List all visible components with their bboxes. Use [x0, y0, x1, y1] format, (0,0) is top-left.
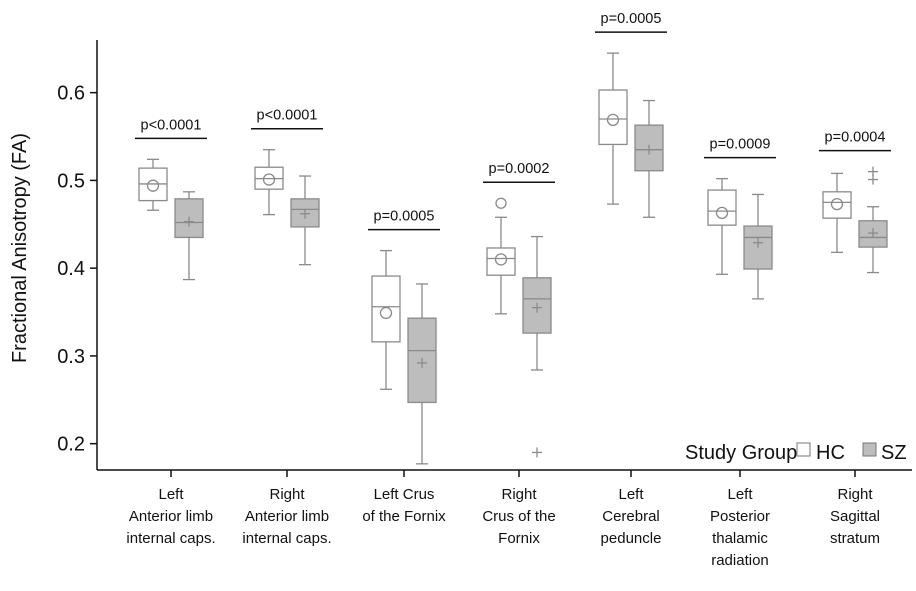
box-hc [254, 149, 284, 216]
mean-marker-circle [379, 306, 393, 320]
mean-marker-circle [262, 173, 276, 186]
legend-label-sz: SZ [881, 442, 907, 464]
box-sz [743, 193, 773, 300]
category-label-line: radiation [711, 552, 769, 569]
box-sz [634, 99, 664, 218]
mean-marker-plus [300, 208, 310, 219]
axes: 0.2 0.3 0.4 0.5 0.6 [57, 40, 912, 477]
box-hc [598, 52, 628, 205]
outlier-circle [495, 197, 507, 209]
mean-marker-plus [417, 357, 427, 368]
box-hc [138, 158, 168, 211]
legend-title: Study Group [685, 442, 797, 464]
mean-marker-circle [606, 113, 620, 127]
category-label-line: stratum [830, 530, 880, 547]
box-hc [486, 197, 516, 315]
category-label-line: Right [269, 486, 305, 503]
mean-marker-plus [532, 302, 542, 313]
mean-marker-plus [753, 237, 763, 248]
box-sz [522, 235, 552, 458]
category-label-line: Left [158, 486, 184, 503]
mean-marker-plus [184, 216, 194, 227]
box-hc [707, 178, 737, 275]
mean-marker-circle [494, 253, 508, 266]
category-label-line: Right [501, 486, 537, 503]
legend-swatch-sz [862, 442, 877, 457]
category-label-line: internal caps. [126, 530, 215, 547]
mean-marker-circle [146, 179, 160, 192]
p-value-annotations: p<0.0001 p<0.0001 p=0.0005 p=0.0002 p=0.0005… [135, 11, 891, 231]
p-value-label: p=0.0005 [601, 11, 662, 27]
y-tick-label: 0.4 [57, 258, 85, 280]
y-axis-label: Fractional Anisotropy (FA) [9, 133, 31, 363]
y-tick-label: 0.3 [57, 346, 85, 368]
category-label-line: Cerebral [602, 508, 660, 525]
category-label-line: Crus of the [482, 508, 555, 525]
box-iqr [371, 275, 401, 343]
category-label-line: Left [618, 486, 644, 503]
box-sz [290, 175, 320, 266]
legend: Study Group HC SZ [685, 442, 907, 464]
mean-marker-circle [830, 197, 844, 211]
p-value-label: p=0.0009 [710, 137, 771, 153]
box-iqr [486, 247, 516, 276]
category-label-line: Anterior limb [245, 508, 329, 525]
y-tick-label: 0.6 [57, 83, 85, 105]
mean-marker-plus [644, 144, 654, 155]
category-label-line: Posterior [710, 508, 770, 525]
box-iqr [822, 191, 852, 219]
p-value-label: p=0.0004 [825, 130, 886, 146]
box-iqr [598, 89, 628, 146]
box-sz [174, 191, 204, 281]
outlier-plus [868, 166, 878, 177]
p-value-label: p=0.0005 [374, 209, 435, 225]
p-value-label: p<0.0001 [141, 117, 202, 133]
category-label-line: Fornix [498, 530, 540, 547]
category-label-line: of the Fornix [362, 508, 446, 525]
box-iqr [858, 220, 888, 248]
category-label-line: thalamic [712, 530, 768, 547]
legend-label-hc: HC [816, 442, 845, 464]
box-sz [407, 283, 437, 465]
category-label-line: Sagittal [830, 508, 880, 525]
boxes [138, 52, 888, 465]
mean-marker-circle [715, 206, 729, 220]
x-category-labels: Left Anterior limb internal caps. Right Ante… [126, 486, 880, 569]
p-value-label: p=0.0002 [489, 161, 550, 177]
category-label-line: internal caps. [242, 530, 331, 547]
box-hc [822, 172, 852, 254]
legend-swatch-hc [796, 442, 811, 457]
y-tick-label: 0.2 [57, 434, 85, 456]
mean-marker-plus [868, 228, 878, 239]
box-hc [371, 249, 401, 390]
category-label-line: peduncle [601, 530, 662, 547]
category-label-line: Anterior limb [129, 508, 213, 525]
category-label-line: Right [837, 486, 873, 503]
category-label-line: Left [727, 486, 753, 503]
p-value-label: p<0.0001 [257, 108, 318, 124]
box-sz [858, 166, 888, 274]
category-label-line: Left Crus [374, 486, 435, 503]
outlier-plus [532, 447, 542, 458]
y-tick-label: 0.5 [57, 170, 85, 192]
